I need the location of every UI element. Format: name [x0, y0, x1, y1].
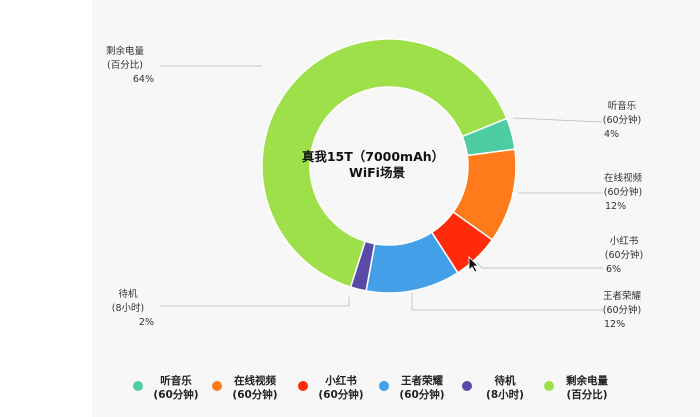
legend-label-standby[interactable]: 待机 — [495, 374, 516, 387]
legend-marker-standby — [462, 381, 472, 391]
legend-label-xiaohongshu[interactable]: 小红书 — [324, 374, 357, 387]
legend-marker-game — [379, 381, 389, 391]
slice-label-unit-music: (60分钟) — [603, 114, 642, 126]
legend-marker-xiaohongshu — [298, 381, 308, 391]
slice-label-percent-game: 12% — [604, 319, 625, 330]
legend-unit-xiaohongshu: (60分钟) — [318, 388, 363, 401]
legend-marker-video — [212, 381, 222, 391]
legend-unit-remaining: (百分比) — [566, 388, 607, 401]
slice-label-name-xiaohongshu: 小红书 — [610, 235, 639, 247]
legend-unit-music: (60分钟) — [153, 388, 198, 401]
slice-label-name-music: 听音乐 — [608, 100, 637, 112]
legend-unit-game: (60分钟) — [399, 388, 444, 401]
mouse-cursor-icon — [468, 256, 479, 273]
leader-line-xiaohongshu — [475, 261, 603, 269]
slice-label-unit-standby: (8小时) — [112, 302, 144, 314]
slice-label-percent-standby: 2% — [139, 317, 154, 328]
legend-label-game[interactable]: 王者荣耀 — [401, 374, 443, 387]
chart-subtitle: WiFi场景 — [349, 165, 405, 180]
slice-label-name-standby: 待机 — [118, 288, 138, 300]
legend-label-music[interactable]: 听音乐 — [160, 374, 192, 387]
slice-label-name-remaining: 剩余电量 — [106, 45, 145, 57]
slice-label-unit-xiaohongshu: (60分钟) — [605, 249, 644, 261]
leader-line-music — [512, 117, 603, 123]
slice-label-name-video: 在线视频 — [604, 172, 643, 184]
slice-label-percent-remaining: 64% — [133, 74, 154, 85]
chart-title: 真我15T（7000mAh） — [302, 149, 444, 164]
legend-label-remaining[interactable]: 剩余电量 — [566, 374, 608, 387]
leader-line-game — [411, 293, 603, 311]
slice-label-name-game: 王者荣耀 — [603, 290, 642, 302]
slice-label-unit-video: (60分钟) — [604, 186, 643, 198]
legend-unit-video: (60分钟) — [232, 388, 277, 401]
legend-marker-music — [133, 381, 143, 391]
slice-label-unit-remaining: (百分比) — [107, 59, 143, 71]
leader-line-standby — [160, 297, 350, 307]
slice-label-percent-xiaohongshu: 6% — [606, 264, 621, 275]
legend-label-video[interactable]: 在线视频 — [234, 374, 276, 387]
slice-remaining[interactable] — [261, 38, 508, 288]
slice-label-unit-game: (60分钟) — [603, 304, 642, 316]
slice-label-percent-music: 4% — [604, 129, 619, 140]
slice-label-percent-video: 12% — [605, 201, 626, 212]
legend-unit-standby: (8小时) — [486, 388, 524, 401]
legend-marker-remaining — [544, 381, 554, 391]
